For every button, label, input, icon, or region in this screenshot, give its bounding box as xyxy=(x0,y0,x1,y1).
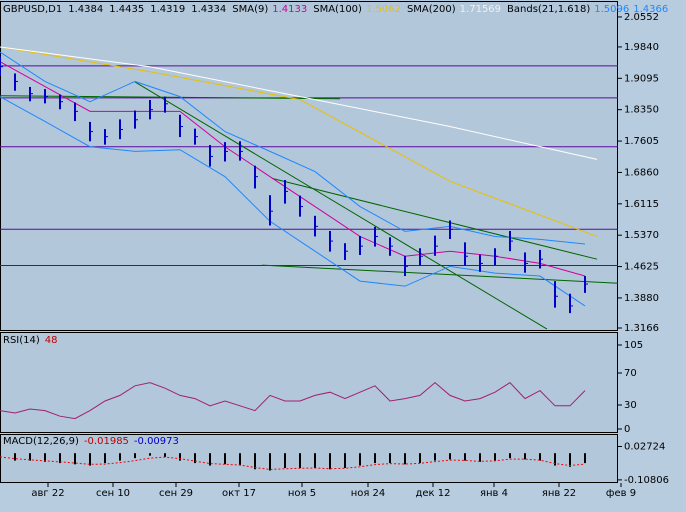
indicator-name: RSI(14) xyxy=(3,335,40,346)
trend-line xyxy=(0,95,341,100)
x-tick-label: дек 12 xyxy=(415,488,450,499)
x-tick-label: сен 29 xyxy=(159,488,193,499)
trend-line xyxy=(261,264,619,284)
y-tick-label: 1.3880 xyxy=(624,293,659,304)
symbol: GBPUSD,D1 xyxy=(3,4,62,15)
y-tick-label: -0.10806 xyxy=(624,475,669,486)
ohlc-value: 1.4319 xyxy=(150,4,185,15)
legend-value: 1.5096 xyxy=(594,4,629,15)
legend-name: Bands(21,1.618) xyxy=(507,4,590,15)
indicator-value: 48 xyxy=(45,335,58,346)
moving-average xyxy=(0,46,598,160)
y-tick-label: 1.8350 xyxy=(624,105,659,116)
x-tick-label: окт 17 xyxy=(222,488,256,499)
legend-value: 1.4133 xyxy=(272,4,307,15)
y-tick-label: 1.3166 xyxy=(624,323,659,334)
rsi-line xyxy=(0,381,586,420)
y-tick-label: 30 xyxy=(624,400,637,411)
x-tick-label: фев 9 xyxy=(606,488,636,499)
indicator-value: -0.01985 xyxy=(84,436,129,447)
legend-value: 1.4366 xyxy=(633,4,668,15)
rsi-panel xyxy=(0,332,618,433)
macd-panel xyxy=(0,434,618,483)
y-tick-label: 2.0552 xyxy=(624,12,659,23)
moving-average xyxy=(0,61,586,277)
x-tick-label: янв 22 xyxy=(542,488,576,499)
price-panel xyxy=(0,1,618,331)
y-tick-label: 1.6860 xyxy=(624,167,659,178)
legend-name: SMA(9) xyxy=(232,4,268,15)
indicator-value: -0.00973 xyxy=(134,436,179,447)
y-tick-label: 1.6115 xyxy=(624,199,659,210)
legend-name: SMA(200) xyxy=(407,4,456,15)
indicator-header: MACD(12,26,9) -0.01985 -0.00973 xyxy=(3,436,179,447)
indicator-header: RSI(14) 48 xyxy=(3,335,58,346)
y-tick-label: 0 xyxy=(624,424,630,435)
y-tick-label: 0.02724 xyxy=(624,441,665,452)
y-tick-label: 70 xyxy=(624,368,637,379)
legend-value: 1.71569 xyxy=(460,4,501,15)
y-tick-label: 1.4625 xyxy=(624,262,659,273)
moving-average xyxy=(0,46,598,237)
x-tick-label: авг 22 xyxy=(31,488,64,499)
y-tick-label: 1.7605 xyxy=(624,136,659,147)
ohlc-value: 1.4435 xyxy=(109,4,144,15)
x-tick-label: янв 4 xyxy=(480,488,508,499)
legend-name: SMA(100) xyxy=(313,4,362,15)
macd-signal xyxy=(0,456,586,471)
chart-header: GBPUSD,D1 1.4384 1.4435 1.4319 1.4334 SMA(9) 1… xyxy=(3,4,668,15)
band-upper xyxy=(0,51,586,245)
legend-value: 1.5062 xyxy=(366,4,401,15)
x-tick-label: ноя 5 xyxy=(288,488,316,499)
y-tick-label: 105 xyxy=(624,340,643,351)
ohlc-value: 1.4384 xyxy=(68,4,103,15)
x-tick-label: ноя 24 xyxy=(351,488,386,499)
band-lower xyxy=(0,96,586,307)
indicator-name: MACD(12,26,9) xyxy=(3,436,79,447)
y-tick-label: 1.9095 xyxy=(624,73,659,84)
y-tick-label: 1.5370 xyxy=(624,230,659,241)
x-tick-label: сен 10 xyxy=(96,488,130,499)
y-tick-label: 1.9840 xyxy=(624,42,659,53)
trend-line xyxy=(271,177,598,260)
ohlc-value: 1.4334 xyxy=(191,4,226,15)
trend-line xyxy=(134,81,548,330)
